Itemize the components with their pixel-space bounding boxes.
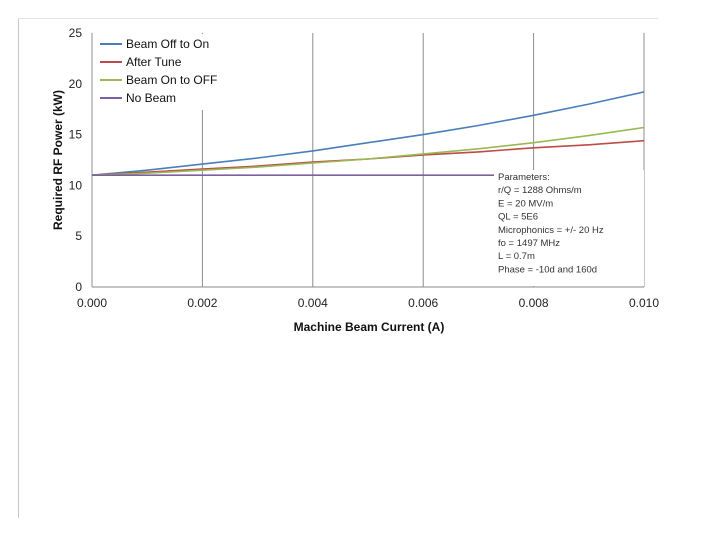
legend-label: After Tune xyxy=(126,55,182,69)
parameter-line: Phase = -10d and 160d xyxy=(498,264,597,275)
legend-label: Beam On to OFF xyxy=(126,73,217,87)
parameters-annotation: Parameters: r/Q = 1288 Ohms/m E = 20 MV/m Q… xyxy=(498,172,604,275)
parameter-line: QL = 5E6 xyxy=(498,212,538,223)
parameter-line: L = 0.7m xyxy=(498,251,535,262)
x-tick-label: 0.004 xyxy=(298,296,328,310)
parameters-box xyxy=(494,170,644,286)
x-tick-label: 0.006 xyxy=(408,296,438,310)
y-tick-label: 25 xyxy=(69,26,83,40)
x-tick-label: 0.000 xyxy=(77,296,107,310)
y-tick-label: 15 xyxy=(69,128,83,142)
y-tick-labels: 0 5 10 15 20 25 xyxy=(69,26,83,294)
parameter-line: r/Q = 1288 Ohms/m xyxy=(498,185,582,196)
slide-frame-top xyxy=(18,18,658,19)
legend-label: No Beam xyxy=(126,91,176,105)
parameter-line: E = 20 MV/m xyxy=(498,198,553,209)
x-tick-label: 0.008 xyxy=(519,296,549,310)
legend: Beam Off to On After Tune Beam On to OFF No… xyxy=(100,37,217,105)
x-axis-title: Machine Beam Current (A) xyxy=(294,320,445,334)
x-tick-label: 0.010 xyxy=(629,296,659,310)
y-axis-title: Required RF Power (kW) xyxy=(51,90,65,230)
x-tick-label: 0.002 xyxy=(187,296,217,310)
y-tick-label: 10 xyxy=(69,178,83,192)
x-tick-labels: 0.000 0.002 0.004 0.006 0.008 0.010 xyxy=(77,296,659,310)
series-line-1 xyxy=(91,91,645,176)
series-line-3 xyxy=(91,126,645,176)
slide-frame-left xyxy=(18,18,19,518)
parameter-line: Parameters: xyxy=(498,172,550,183)
y-tick-label: 0 xyxy=(75,280,82,294)
legend-label: Beam Off to On xyxy=(126,37,209,51)
parameter-line: fo = 1497 MHz xyxy=(498,238,560,249)
y-tick-label: 5 xyxy=(75,229,82,243)
parameter-line: Microphonics = +/- 20 Hz xyxy=(498,225,604,236)
y-tick-label: 20 xyxy=(69,77,83,91)
